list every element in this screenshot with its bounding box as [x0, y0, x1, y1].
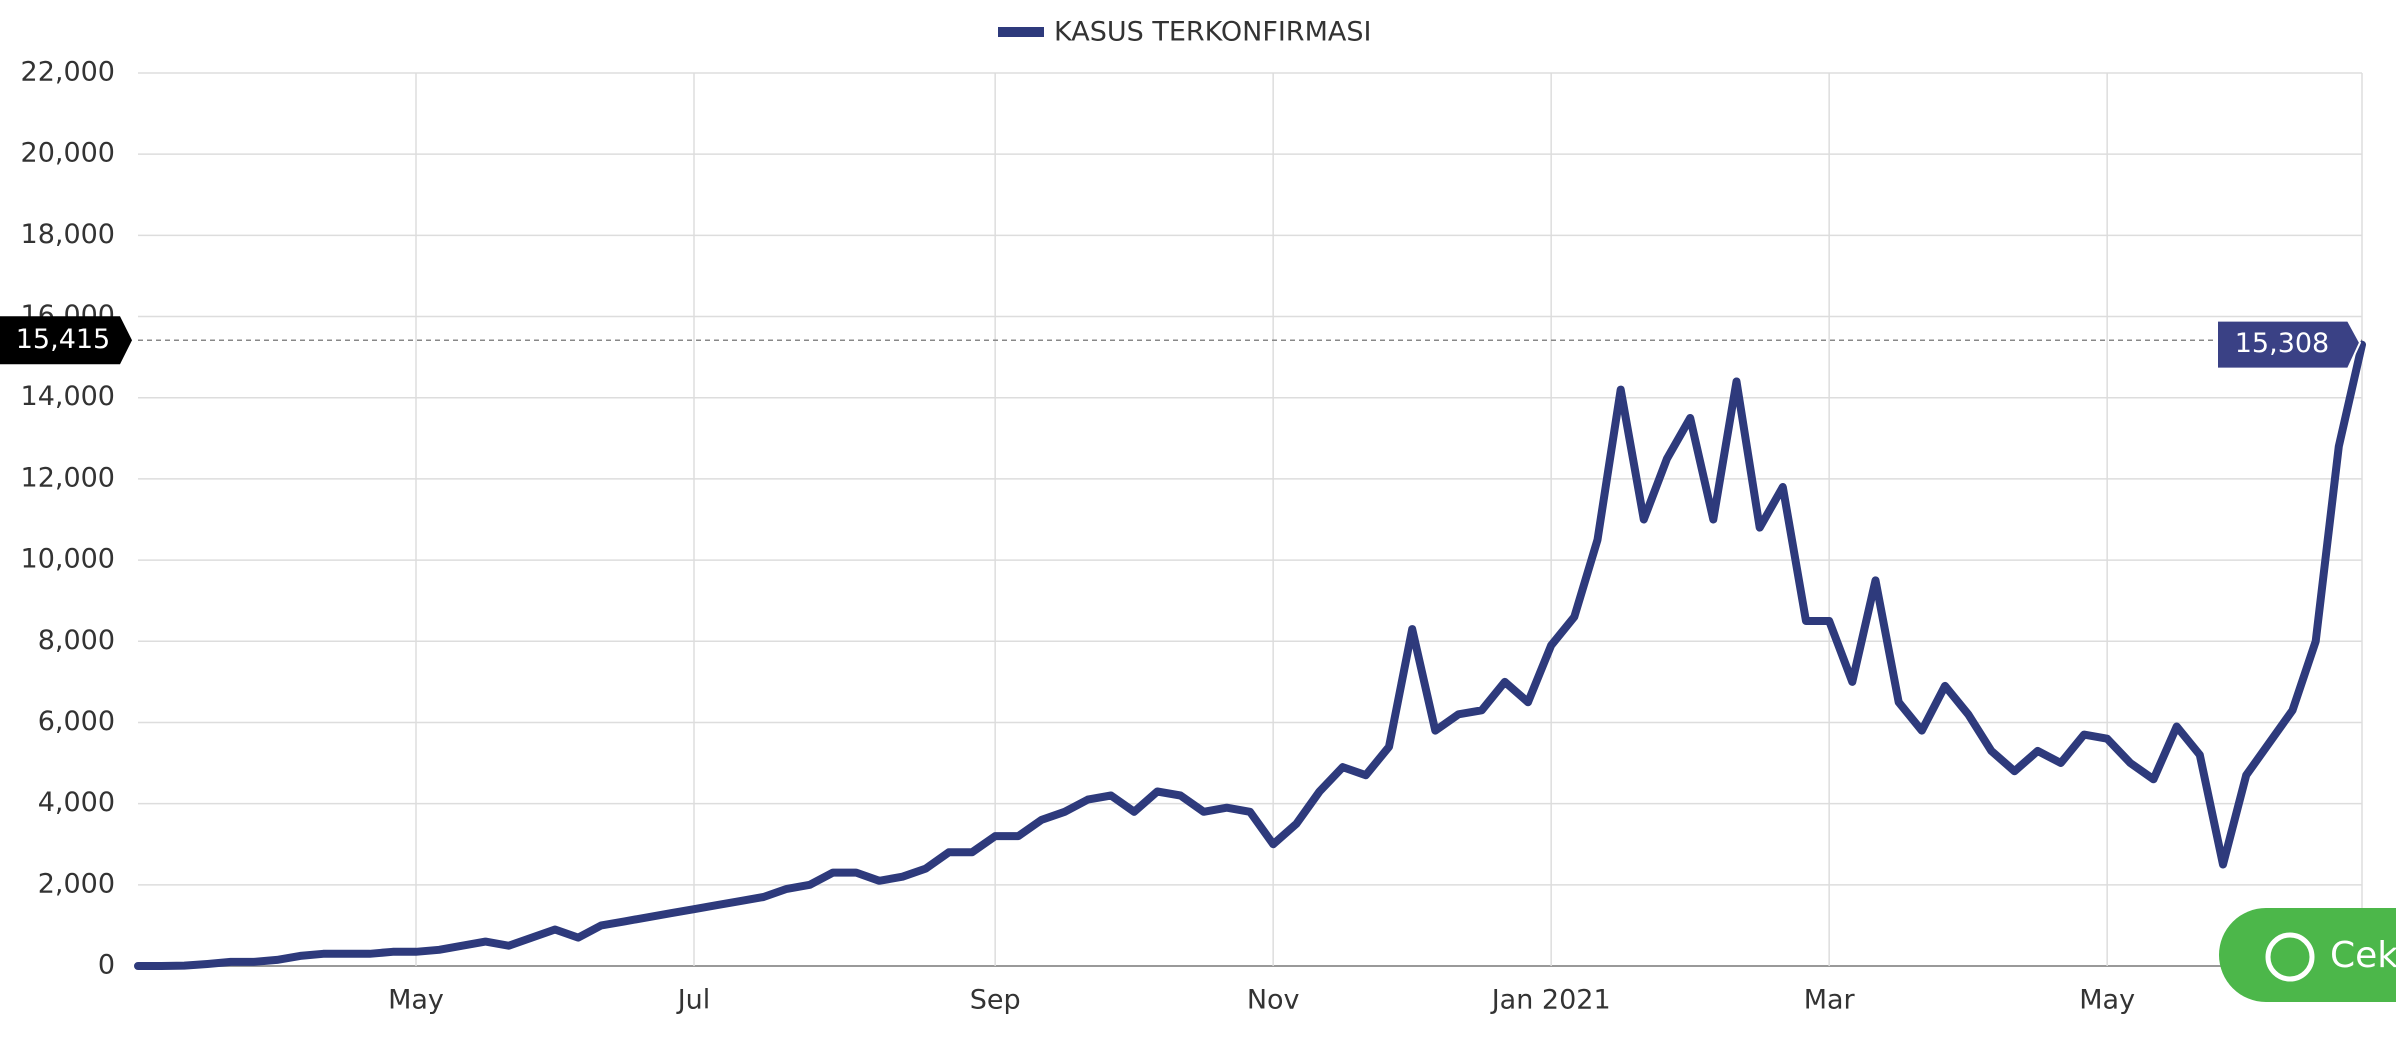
series-line — [134, 340, 2366, 970]
y-tick-label: 10,000 — [21, 544, 115, 575]
x-tick-label: Sep — [970, 985, 1021, 1016]
x-tick-label: Mar — [1804, 985, 1856, 1016]
button-icon — [2265, 932, 2315, 982]
tooltip-label: 15,308 — [2235, 328, 2329, 359]
button-bg — [2219, 908, 2396, 1002]
y-tick-label: 2,000 — [38, 868, 115, 899]
y-tick-label: 8,000 — [38, 625, 115, 656]
x-tick-label: May — [388, 985, 444, 1016]
crosshair-box — [0, 316, 132, 365]
x-tick-label: Jul — [676, 985, 711, 1016]
crosshair-label: 15,415 — [16, 324, 110, 355]
y-tick-label: 18,000 — [21, 219, 115, 250]
y-tick-label: 14,000 — [21, 381, 115, 412]
whatsapp-button[interactable]: Cek — [2219, 908, 2396, 1002]
x-tick-label: May — [2079, 985, 2135, 1016]
y-tick-label: 12,000 — [21, 462, 115, 493]
y-tick-label: 0 — [98, 950, 115, 981]
legend-label: KASUS TERKONFIRMASI — [1054, 17, 1371, 48]
y-tick-label: 20,000 — [21, 138, 115, 169]
y-tick-label: 4,000 — [38, 787, 115, 818]
button-label: Cek — [2330, 935, 2396, 976]
y-tick-label: 22,000 — [21, 57, 115, 88]
y-tick-label: 6,000 — [38, 706, 115, 737]
x-tick-label: Jan 2021 — [1490, 985, 1611, 1016]
tooltip-box — [2216, 319, 2362, 370]
x-tick-label: Nov — [1247, 985, 1300, 1016]
legend-swatch — [998, 27, 1044, 37]
